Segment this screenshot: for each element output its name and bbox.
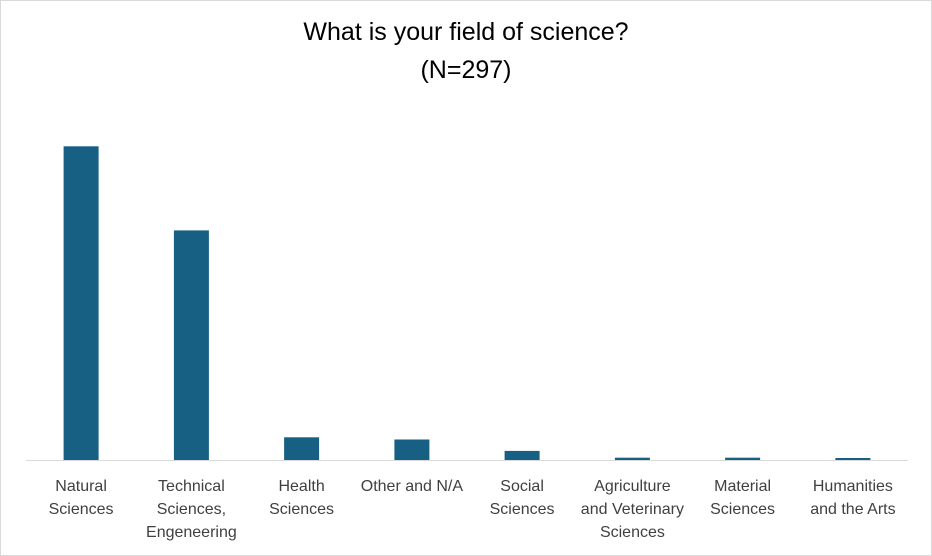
bar-6 bbox=[725, 457, 761, 460]
category-label-4-line-1: Sciences bbox=[490, 501, 555, 518]
category-labels: Natural Sciences Technical Sciences, Engenee… bbox=[49, 478, 896, 541]
category-label-3-line-0: Other and N/A bbox=[361, 478, 464, 495]
chart-subtitle: (N=297) bbox=[420, 56, 512, 84]
bar-5 bbox=[614, 457, 650, 460]
category-label-6-line-1: Sciences bbox=[710, 501, 775, 518]
chart-title: What is your field of science? bbox=[303, 18, 629, 46]
category-label-5-line-1: and Veterinary bbox=[581, 501, 684, 518]
category-label-2-line-1: Sciences bbox=[269, 501, 334, 518]
category-label-7-line-1: and the Arts bbox=[810, 501, 895, 518]
category-label-5-line-2: Sciences bbox=[600, 524, 665, 541]
category-label-7-line-0: Humanities bbox=[813, 478, 893, 495]
category-label-1-line-2: Engeneering bbox=[146, 524, 237, 541]
bar-7 bbox=[835, 458, 871, 460]
bar-2 bbox=[284, 437, 320, 460]
bar-3 bbox=[394, 439, 430, 460]
category-label-2-line-0: Health bbox=[278, 478, 324, 495]
category-label-1-line-0: Technical bbox=[158, 478, 225, 495]
category-label-4-line-0: Social bbox=[500, 478, 544, 495]
category-label-5-line-0: Agriculture bbox=[594, 478, 671, 495]
bar-0 bbox=[63, 146, 99, 461]
category-label-1-line-1: Sciences, bbox=[157, 501, 226, 518]
category-label-6-line-0: Material bbox=[714, 478, 771, 495]
category-label-0-line-1: Sciences bbox=[49, 501, 114, 518]
category-label-0-line-0: Natural bbox=[55, 478, 107, 495]
bars-group bbox=[63, 146, 871, 461]
bar-4 bbox=[504, 450, 540, 460]
bar-1 bbox=[173, 230, 209, 460]
